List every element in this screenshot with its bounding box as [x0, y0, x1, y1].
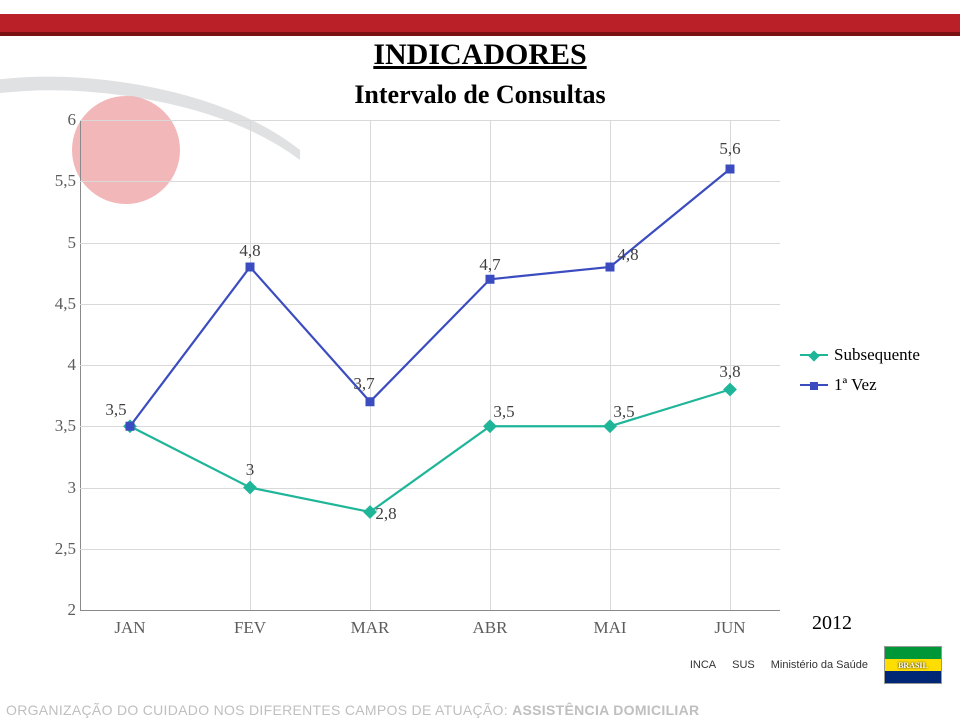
y-tick-label: 3: [32, 478, 76, 498]
legend-item: 1ª Vez: [800, 375, 920, 395]
y-tick-label: 4: [32, 355, 76, 375]
y-tick-label: 4,5: [32, 294, 76, 314]
data-point-label: 3,8: [719, 362, 740, 382]
brasil-flag-logo: [884, 646, 942, 684]
page-subtitle: Intervalo de Consultas: [0, 80, 960, 110]
chart-legend: Subsequente 1ª Vez: [800, 345, 920, 405]
footer-caption-bold: ASSISTÊNCIA DOMICILIAR: [512, 702, 699, 718]
data-point-label: 3,5: [105, 400, 126, 420]
footer-bar: INCA SUS Ministério da Saúde ORGANIZAÇÃO D…: [0, 640, 960, 720]
legend-item: Subsequente: [800, 345, 920, 365]
footer-logos: INCA SUS Ministério da Saúde: [690, 646, 942, 684]
x-axis: [80, 610, 780, 611]
header-color-bar: [0, 14, 960, 32]
x-tick-label: JAN: [114, 618, 145, 638]
x-tick-label: JUN: [714, 618, 745, 638]
data-point-label: 3: [246, 460, 255, 480]
y-tick-label: 2,5: [32, 539, 76, 559]
data-point-label: 4,7: [479, 255, 500, 275]
data-point-label: 3,7: [353, 374, 374, 394]
x-tick-label: MAI: [593, 618, 626, 638]
data-point-label: 3,5: [493, 402, 514, 422]
data-point-label: 3,5: [613, 402, 634, 422]
data-point-label: 2,8: [375, 504, 396, 524]
footer-caption: ORGANIZAÇÃO DO CUIDADO NOS DIFERENTES CA…: [6, 702, 699, 718]
data-point-label: 5,6: [719, 139, 740, 159]
y-tick-label: 6: [32, 110, 76, 130]
year-label: 2012: [812, 612, 852, 635]
legend-label: 1ª Vez: [834, 375, 877, 395]
x-tick-label: FEV: [234, 618, 266, 638]
data-point-label: 4,8: [239, 241, 260, 261]
footer-logo: SUS: [732, 659, 755, 671]
chart-plot: [80, 120, 780, 610]
data-point-label: 4,8: [617, 245, 638, 265]
legend-label: Subsequente: [834, 345, 920, 365]
page-title: INDICADORES: [0, 38, 960, 72]
legend-swatch: [800, 384, 828, 386]
chart-container: 22,533,544,555,56 JANFEVMARABRMAIJUN 3,5…: [80, 120, 880, 620]
y-tick-label: 2: [32, 600, 76, 620]
legend-swatch: [800, 354, 828, 356]
y-tick-label: 5: [32, 233, 76, 253]
y-tick-label: 5,5: [32, 171, 76, 191]
y-tick-label: 3,5: [32, 416, 76, 436]
footer-caption-prefix: ORGANIZAÇÃO DO CUIDADO NOS DIFERENTES CA…: [6, 702, 512, 718]
footer-logo: Ministério da Saúde: [771, 659, 868, 671]
x-tick-label: ABR: [473, 618, 508, 638]
footer-logo: INCA: [690, 659, 716, 671]
x-tick-label: MAR: [351, 618, 390, 638]
